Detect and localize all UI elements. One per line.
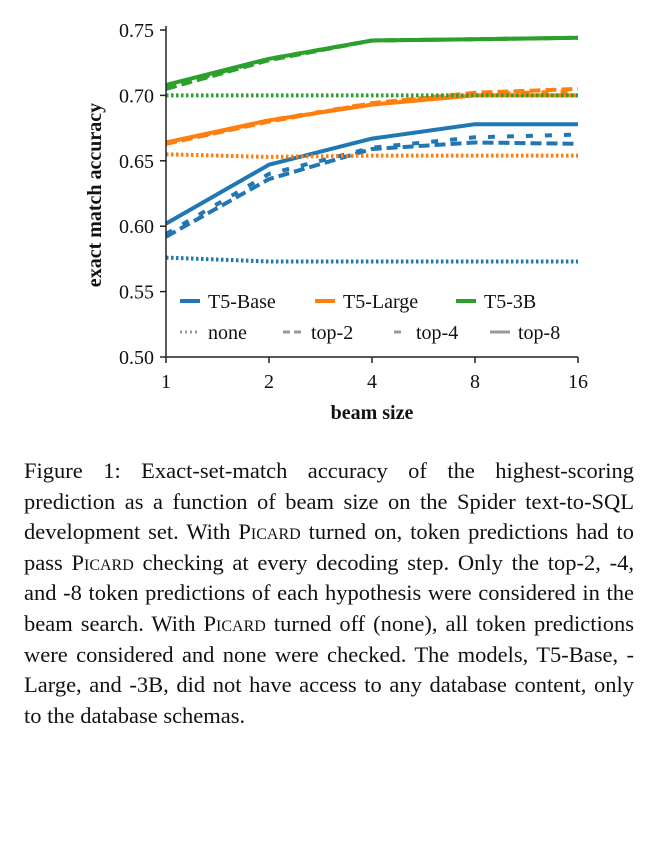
series-line-t5-large-top-8 <box>165 93 578 145</box>
legend: T5-Base T5-Large T5-3B none top-2 top-4 top-8 <box>180 291 560 344</box>
y-tick-label: 0.50 <box>119 347 154 369</box>
line-chart: 0.500.550.600.650.700.751 2 4 8 16 T5-Base T5… <box>84 20 588 424</box>
y-tick-label: 0.75 <box>119 20 154 42</box>
x-tick-label: 2 <box>264 371 274 393</box>
picard-name: Picard <box>238 519 301 545</box>
x-tick-label: 8 <box>470 371 480 393</box>
picard-name: Picard <box>71 549 134 575</box>
series-line-t5-3b-top-2 <box>165 35 579 91</box>
y-tick-label: 0.55 <box>119 282 154 304</box>
series-line-t5-large-none <box>165 152 578 159</box>
caption-text-3: checking at every decoding step. Only th… <box>24 549 635 636</box>
series-line-t5-3b-top-4 <box>165 35 579 90</box>
y-tick-label: 0.65 <box>119 151 154 173</box>
series-line-t5-base-none <box>165 255 578 264</box>
picard-name: Picard <box>203 610 266 636</box>
caption-text-2: turned on, token predictions had to pass <box>24 519 634 575</box>
series-line-t5-base-top-8 <box>165 122 578 226</box>
x-tick-label: 16 <box>568 371 588 393</box>
series-line-t5-base-top-4 <box>164 132 579 236</box>
y-axis-label: exact match accuracy <box>84 103 106 287</box>
axes-layer: 0.50 0.55 0.60 0.65 0.70 0.75 1 2 4 8 16 <box>119 20 588 393</box>
series-line-t5-base-top-2 <box>165 140 579 239</box>
legend-label-top-8: top-8 <box>518 322 560 344</box>
legend-label-top-4: top-4 <box>416 322 458 344</box>
series-layer <box>164 35 579 264</box>
caption-text-4: turned off (none), all token predictions… <box>24 610 634 728</box>
x-tick-label: 1 <box>161 371 171 393</box>
caption-text-1: Exact-set-match accuracy of the highest-… <box>24 458 635 545</box>
series-line-t5-3b-top-8 <box>165 35 579 87</box>
x-axis-label: beam size <box>331 402 414 424</box>
caption-label: Figure 1: <box>24 458 121 483</box>
legend-label-top-2: top-2 <box>311 322 353 344</box>
y-tick-label: 0.70 <box>119 85 154 107</box>
legend-label-t5-base: T5-Base <box>208 291 276 313</box>
figure: 0.50 0.55 0.60 0.65 0.70 0.75 1 2 4 8 16 T5-Base T5… <box>84 20 588 424</box>
legend-label-t5-large: T5-Large <box>343 291 418 313</box>
figure-caption: Figure 1: Exact-set-match accuracy of th… <box>24 456 634 731</box>
x-tick-label: 4 <box>367 371 377 393</box>
legend-label-none: none <box>208 322 247 344</box>
series-line-t5-large-top-4 <box>165 89 579 146</box>
y-tick-label: 0.60 <box>119 216 154 238</box>
legend-label-t5-3b: T5-3B <box>484 291 536 313</box>
